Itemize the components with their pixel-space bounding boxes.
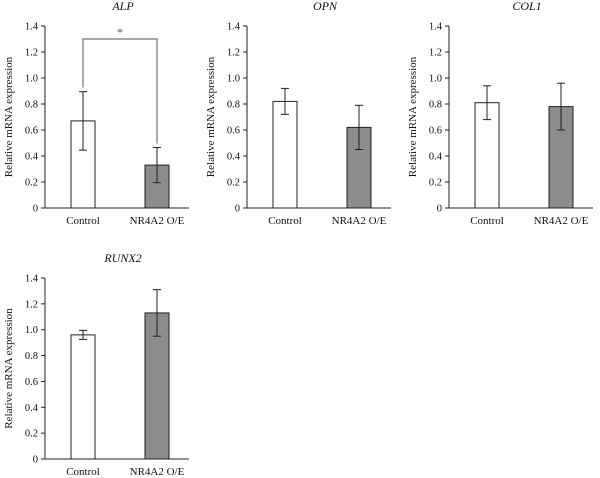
bar-control	[70, 334, 96, 460]
error-bar	[153, 289, 161, 337]
y-tick-label: 0.8	[227, 100, 240, 111]
y-tick-label: 1.4	[429, 22, 443, 33]
chart-panel-4: RUNX2 Relative mRNA expression 0 0.2 0.4 0.6 0…	[3, 251, 189, 478]
error-bar	[79, 329, 87, 340]
category-label: Control	[66, 215, 100, 227]
category-label: NR4A2 O/E	[130, 466, 185, 478]
error-bar	[483, 85, 491, 121]
category-label: Control	[66, 466, 100, 478]
chart-panel-2: OPN Relative mRNA expression 0 0.2 0.4 0.6 0.8…	[205, 0, 391, 227]
y-tick-label: 0.6	[25, 126, 38, 137]
bar-control	[272, 100, 298, 209]
y-tick-label: 0.2	[227, 178, 240, 189]
y-tick-label: 0.6	[25, 377, 38, 388]
y-tick-label: 0.8	[429, 100, 442, 111]
error-bar	[153, 147, 161, 184]
error-bar	[281, 87, 289, 115]
y-tick-label: 1.4	[25, 274, 39, 285]
y-tick-label: 0.4	[429, 152, 443, 163]
category-label: NR4A2 O/E	[534, 215, 589, 227]
y-axis-label: Relative mRNA expression	[205, 56, 217, 177]
y-axis-label: Relative mRNA expression	[3, 56, 15, 177]
y-tick-label: 1.0	[25, 325, 38, 336]
chart-title: ALP	[111, 0, 134, 13]
y-tick-label: 1.2	[25, 48, 38, 59]
bar-nr4a2-oe	[144, 164, 170, 209]
y-tick-label: 1.2	[227, 48, 240, 59]
y-axis-label: Relative mRNA expression	[407, 56, 419, 177]
y-tick-label: 0.2	[429, 178, 442, 189]
chart-title: RUNX2	[103, 251, 141, 265]
significance-marker: *	[117, 25, 123, 39]
y-tick-label: 0.2	[25, 178, 38, 189]
y-tick-label: 0	[235, 204, 240, 215]
y-tick-label: 1.0	[429, 74, 442, 85]
category-label: NR4A2 O/E	[130, 215, 185, 227]
error-bar	[355, 104, 363, 150]
y-tick-label: 0.6	[227, 126, 240, 137]
y-tick-label: 0.6	[429, 126, 442, 137]
error-bar	[79, 91, 87, 151]
category-label: Control	[470, 215, 504, 227]
y-tick-label: 0.4	[227, 152, 241, 163]
y-tick-label: 0.8	[25, 100, 38, 111]
chart-title: COL1	[512, 0, 541, 13]
y-tick-label: 1.2	[429, 48, 442, 59]
y-tick-label: 1.2	[25, 299, 38, 310]
chart-title: OPN	[313, 0, 338, 13]
y-tick-label: 0	[33, 204, 38, 215]
chart-panel-1: ALP Relative mRNA expression 0 0.2 0.4 0.6 0.8…	[3, 0, 189, 227]
category-label: NR4A2 O/E	[332, 215, 387, 227]
y-tick-label: 0.8	[25, 351, 38, 362]
y-tick-label: 0	[437, 204, 442, 215]
y-tick-label: 1.4	[25, 22, 39, 33]
error-bar	[557, 82, 565, 131]
category-label: Control	[268, 215, 302, 227]
y-tick-label: 1.0	[227, 74, 240, 85]
significance-bracket	[82, 38, 158, 144]
y-axis-label: Relative mRNA expression	[3, 308, 15, 429]
chart-panel-3: COL1 Relative mRNA expression 0 0.2 0.4 0.6 0.…	[407, 0, 593, 227]
y-tick-label: 0.4	[25, 152, 39, 163]
y-tick-label: 0.2	[25, 429, 38, 440]
y-tick-label: 0	[33, 455, 38, 466]
y-tick-label: 0.4	[25, 403, 39, 414]
bar-control	[474, 102, 500, 209]
y-tick-label: 1.4	[227, 22, 241, 33]
y-tick-label: 1.0	[25, 74, 38, 85]
